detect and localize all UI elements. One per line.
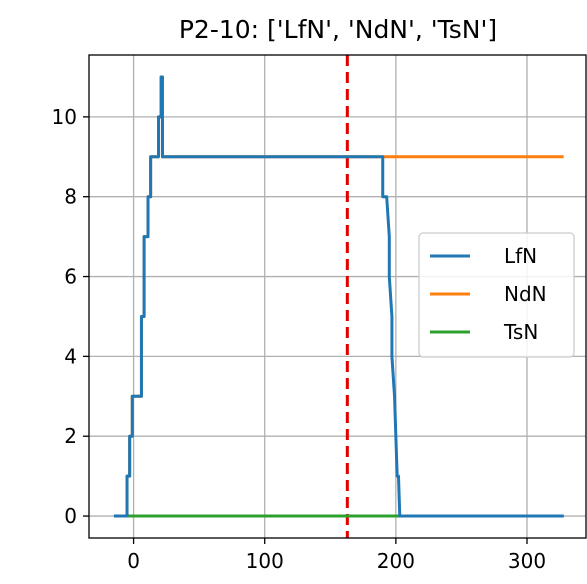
y-tick-label: 0 <box>64 504 77 528</box>
legend-label: TsN <box>503 320 538 344</box>
chart-title: P2-10: ['LfN', 'NdN', 'TsN'] <box>179 15 497 44</box>
axis-ticks: 0 100 200 300 0 2 4 6 8 10 <box>52 105 547 573</box>
y-tick-label: 4 <box>64 344 77 368</box>
x-tick-label: 200 <box>377 549 415 573</box>
legend-box <box>418 232 575 358</box>
y-tick-label: 2 <box>64 424 77 448</box>
plot-area-frame <box>88 54 587 539</box>
legend: LfN NdN TsN <box>418 232 575 358</box>
x-tick-label: 0 <box>127 549 140 573</box>
x-tick-label: 300 <box>508 549 546 573</box>
y-tick-label: 6 <box>64 265 77 289</box>
legend-label: LfN <box>504 244 537 268</box>
legend-label: NdN <box>504 282 547 306</box>
y-tick-label: 10 <box>52 105 77 129</box>
series-line-lfn <box>113 75 564 518</box>
y-tick-label: 8 <box>64 185 77 209</box>
x-tick-label: 100 <box>246 549 284 573</box>
series-layer <box>113 75 564 518</box>
